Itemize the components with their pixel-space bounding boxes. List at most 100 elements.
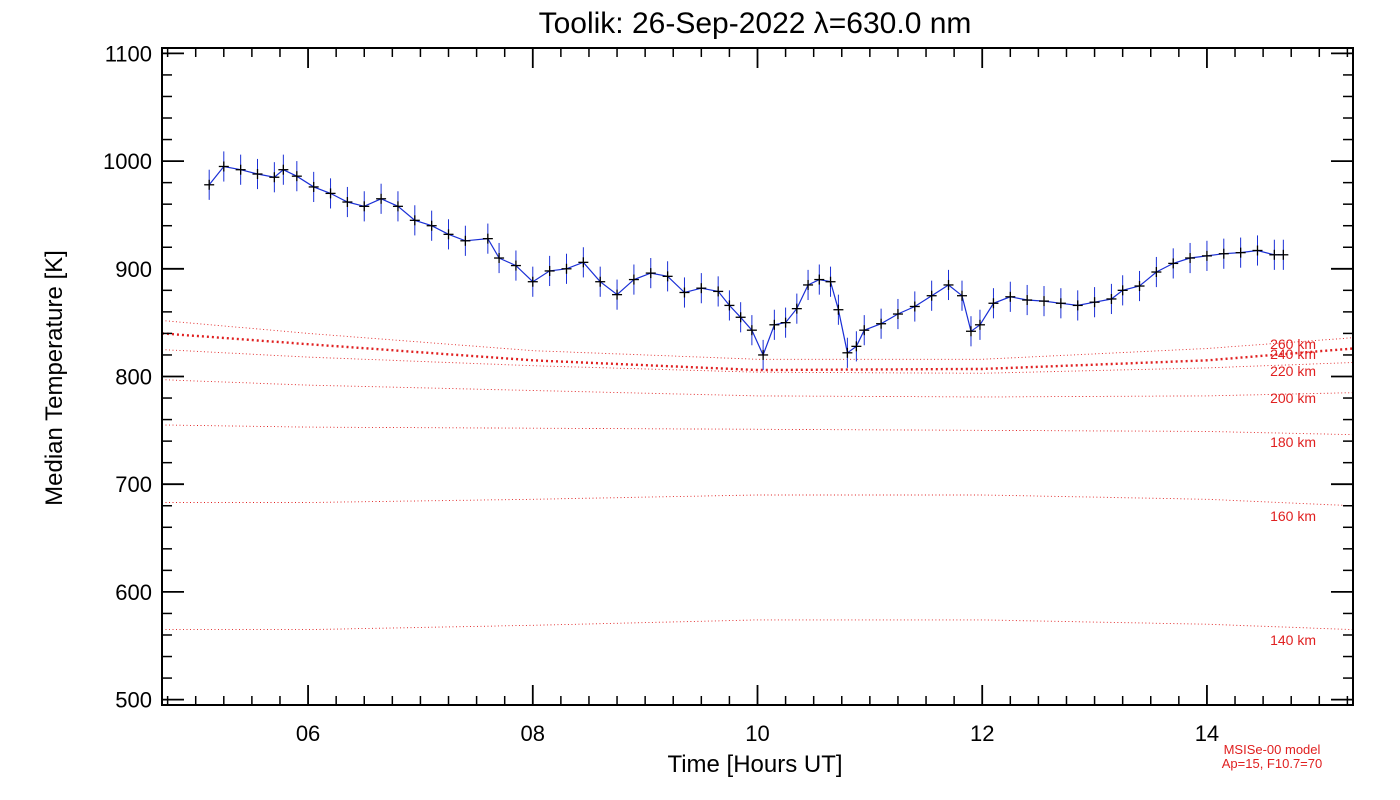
x-tick-label: 10	[745, 721, 769, 746]
model-curve-140-km	[162, 619, 1354, 631]
data-point	[612, 289, 623, 300]
x-axis-label: Time [Hours UT]	[667, 751, 842, 778]
data-point	[735, 312, 746, 323]
data-point	[851, 341, 862, 352]
data-point	[1072, 300, 1083, 311]
data-point	[825, 276, 836, 287]
data-point	[943, 279, 954, 290]
data-point	[1252, 245, 1263, 256]
model-curve-label: 200 km	[1270, 390, 1316, 406]
data-point	[696, 283, 707, 294]
y-tick-label: 1100	[105, 41, 152, 66]
data-point	[561, 263, 572, 274]
data-point	[974, 319, 985, 330]
data-point	[965, 326, 976, 337]
model-curve-220-km	[161, 349, 1354, 374]
model-note-line2: Ap=15, F10.7=70	[1222, 756, 1322, 771]
data-point	[679, 287, 690, 298]
data-point	[595, 276, 606, 287]
data-point	[269, 172, 280, 183]
model-curve-label: 220 km	[1270, 363, 1316, 379]
axes: 06 08 10 12 14 500 600 700 800 900 1000 1100	[103, 41, 1354, 746]
x-tick-label: 06	[296, 721, 320, 746]
data-point	[892, 309, 903, 320]
x-tick-label: 14	[1195, 721, 1219, 746]
plot-frame	[161, 47, 1354, 706]
data-point	[1201, 250, 1212, 261]
data-point	[833, 304, 844, 315]
y-tick-label: 500	[115, 688, 152, 713]
model-curve-label: 160 km	[1270, 508, 1316, 524]
data-point	[814, 274, 825, 285]
data-point	[859, 325, 870, 336]
data-point	[204, 179, 215, 190]
data-point	[1022, 295, 1033, 306]
x-tick-label: 08	[521, 721, 545, 746]
data-point	[1185, 253, 1196, 264]
data-point	[842, 347, 853, 358]
data-point	[325, 188, 336, 199]
y-tick-label: 900	[115, 257, 152, 282]
data-point	[803, 279, 814, 290]
data-point	[724, 300, 735, 311]
data-point	[713, 286, 724, 297]
observed-series	[204, 151, 1289, 371]
data-point	[1218, 248, 1229, 259]
data-point	[510, 260, 521, 271]
x-tick-label: 12	[970, 721, 994, 746]
data-point	[876, 318, 887, 329]
data-point	[278, 164, 289, 175]
model-curve-200-km	[161, 379, 1354, 398]
model-curve-label: 240 km	[1270, 346, 1316, 362]
data-point	[791, 303, 802, 314]
y-tick-label: 800	[115, 365, 152, 390]
model-curve-label: 260 km	[1270, 336, 1316, 352]
y-tick-label: 1000	[103, 149, 152, 174]
data-point	[1089, 297, 1100, 308]
data-point	[409, 215, 420, 226]
data-point	[392, 201, 403, 212]
data-point	[1106, 293, 1117, 304]
y-tick-label: 700	[115, 472, 152, 497]
model-curve-260-km	[161, 320, 1354, 360]
data-point	[235, 164, 246, 175]
data-point	[758, 349, 769, 360]
model-curve-180-km	[161, 424, 1354, 436]
data-point	[1168, 258, 1179, 269]
data-point	[1055, 298, 1066, 309]
data-point	[544, 265, 555, 276]
model-note-line1: MSISe-00 model	[1224, 742, 1321, 757]
data-point	[909, 301, 920, 312]
chart-title: Toolik: 26-Sep-2022 λ=630.0 nm	[539, 7, 972, 40]
model-curve-label: 140 km	[1270, 632, 1316, 648]
data-point	[746, 325, 757, 336]
data-point	[780, 317, 791, 328]
data-point	[252, 169, 263, 180]
data-point	[218, 161, 229, 172]
data-point	[443, 229, 454, 240]
data-point	[291, 171, 302, 182]
model-curve-label: 180 km	[1270, 434, 1316, 450]
data-point	[527, 276, 538, 287]
y-tick-label: 600	[115, 580, 152, 605]
data-point	[988, 298, 999, 309]
data-point	[1269, 249, 1280, 260]
model-curve-160-km	[162, 494, 1354, 507]
data-point	[628, 274, 639, 285]
data-point	[956, 290, 967, 301]
data-point	[1117, 285, 1128, 296]
observed-line	[208, 165, 1284, 357]
data-point	[376, 193, 387, 204]
data-point	[494, 253, 505, 264]
data-point	[1134, 281, 1145, 292]
data-point	[482, 233, 493, 244]
data-point	[460, 235, 471, 246]
data-point	[1235, 247, 1246, 258]
data-point	[769, 319, 780, 330]
data-point	[342, 197, 353, 208]
data-point	[1005, 291, 1016, 302]
data-point	[645, 268, 656, 279]
data-point	[359, 201, 370, 212]
